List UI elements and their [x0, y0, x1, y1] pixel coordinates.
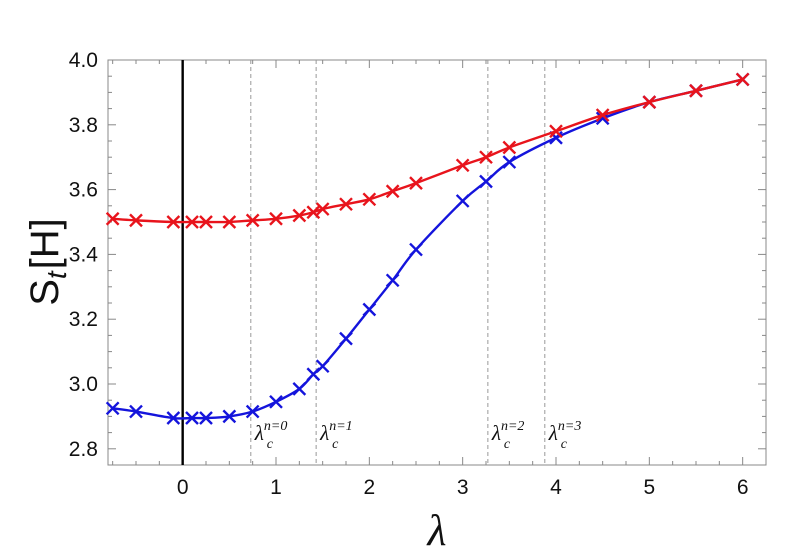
data-point [245, 213, 260, 228]
data-point [129, 404, 143, 419]
data-point [185, 215, 199, 229]
x-tick-label: 3 [457, 476, 469, 499]
data-point [385, 184, 400, 199]
x-tick-label: 5 [643, 476, 655, 499]
data-point [502, 140, 517, 155]
x-tick-label: 2 [363, 476, 375, 499]
data-point [292, 382, 307, 396]
critical-label: λn=0 c [254, 419, 288, 452]
x-tick-label: 6 [737, 476, 749, 499]
critical-label: λn=2 c [491, 419, 525, 452]
x-axis-label: λ [425, 506, 446, 554]
critical-label: λn=1 c [319, 419, 353, 452]
plot-frame [107, 59, 767, 466]
data-point [689, 83, 703, 98]
data-point [409, 242, 423, 257]
x-tick-label: 0 [177, 476, 189, 499]
data-point [549, 124, 563, 139]
data-point [245, 404, 260, 419]
data-point [455, 194, 470, 208]
y-tick-label: 3.6 [69, 179, 98, 202]
data-point [479, 150, 493, 165]
data-point [315, 359, 330, 374]
data-point [269, 394, 283, 409]
y-axis-label-sub: t [41, 270, 72, 279]
y-tick-label: 3.4 [69, 243, 99, 266]
series-group [105, 72, 750, 425]
series-line [112, 78, 743, 420]
data-point [222, 215, 237, 229]
data-point [199, 411, 213, 425]
data-point [292, 208, 307, 223]
data-point [269, 211, 283, 226]
y-tick-label: 3.2 [69, 308, 98, 331]
data-point [339, 331, 353, 346]
data-point [409, 176, 423, 190]
x-tick-label: 1 [270, 476, 282, 499]
data-point [129, 213, 143, 228]
y-axis-label: St[H] [23, 218, 72, 306]
y-tick-label: 3.0 [69, 373, 98, 396]
y-tick-label: 3.8 [69, 114, 98, 137]
data-point [362, 192, 377, 207]
y-tick-label: 2.8 [69, 438, 98, 461]
data-point [502, 155, 517, 169]
y-tick-label: 4.0 [69, 49, 98, 72]
data-point [105, 401, 120, 416]
data-point [455, 158, 470, 173]
data-point [339, 197, 353, 212]
data-point [306, 205, 321, 220]
data-point [105, 211, 120, 226]
data-point [479, 174, 493, 189]
x-tick-label: 4 [550, 476, 562, 499]
data-point [642, 95, 657, 109]
data-point [166, 411, 181, 425]
y-axis-label-main: S [23, 279, 67, 306]
data-point [595, 108, 610, 122]
critical-lines: λn=0 c λn=1 c λn=2 c λn=3 c [250, 60, 582, 465]
data-point [362, 302, 377, 317]
data-point [166, 215, 181, 229]
y-axis-label-bracket: [H] [23, 218, 67, 269]
data-point [222, 409, 237, 424]
data-point [385, 273, 400, 288]
data-point [735, 72, 750, 87]
data-point [315, 202, 330, 216]
critical-label: λn=3 c [548, 419, 582, 452]
data-point [185, 411, 199, 425]
data-point [199, 215, 213, 229]
axis-ticks: 2.8 3.0 3.2 3.4 3.6 3.8 4.0 0 1 2 3 4 5 6 [69, 49, 766, 499]
